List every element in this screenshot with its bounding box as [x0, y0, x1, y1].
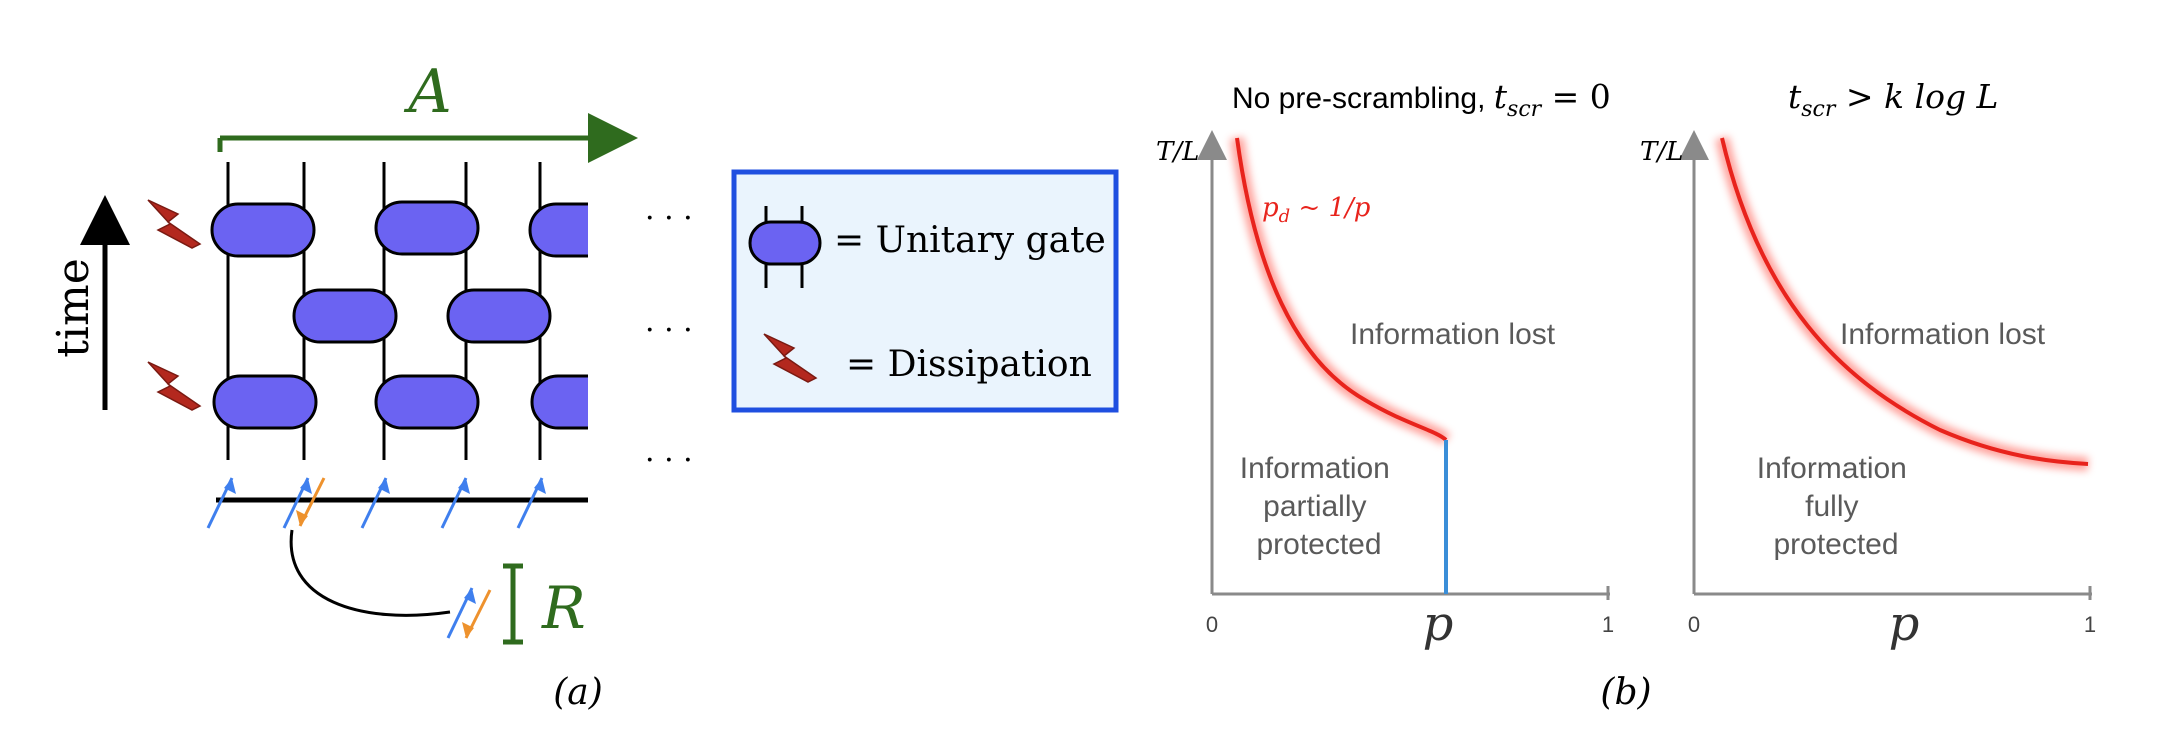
spin-up-arrow-icon: [282, 477, 312, 529]
circuit-gates: [210, 200, 588, 430]
x-tick-label-1: 1: [1602, 612, 1614, 637]
spin-up-arrow-icon: [360, 477, 390, 529]
unitary-gate: [212, 374, 318, 430]
qubit-spins: [206, 477, 546, 529]
region-protected-label: Information partially protected: [1240, 452, 1398, 561]
x-tick-label-1: 1: [2084, 612, 2096, 637]
unitary-gate: [374, 200, 480, 256]
x-tick-label-0: 0: [1688, 612, 1700, 637]
dissipation-bolt-icon: [147, 361, 202, 411]
subsystem-r-bracket: [503, 563, 523, 645]
plot-title-right: tscr > k log L: [1788, 77, 1998, 122]
time-label: time: [48, 258, 99, 358]
reference-spin-pair: [446, 587, 492, 639]
panel-a: A time · · · · · · · ·: [48, 57, 1119, 713]
subsystem-r-label: R: [541, 574, 586, 642]
unitary-gate: [292, 288, 398, 344]
unitary-gate: [530, 374, 588, 430]
unitary-gate: [528, 202, 588, 258]
critical-curve: [1235, 137, 1448, 442]
ellipsis: · · ·: [645, 313, 693, 348]
legend-dissipation-text: = Dissipation: [846, 344, 1092, 385]
phase-diagram-right: tscr > k log L T/L p 0 1 Information los…: [1640, 77, 2096, 652]
spin-up-arrow-icon: [516, 477, 546, 529]
y-axis-label: T/L: [1156, 137, 1199, 167]
dissipation-bolt-icon: [763, 333, 818, 383]
unitary-gate: [446, 288, 552, 344]
x-tick-label-0: 0: [1206, 612, 1218, 637]
unitary-gate: [374, 374, 480, 430]
spin-up-arrow-icon: [440, 477, 470, 529]
x-axis-label: p: [1889, 596, 1920, 652]
ellipsis: · · ·: [645, 201, 693, 236]
critical-curve-glow: [1230, 137, 1451, 446]
legend-gate-text: = Unitary gate: [834, 220, 1106, 261]
x-axis-label: p: [1423, 596, 1454, 652]
spin-up-arrow-icon: [206, 477, 236, 529]
curve-label: pd ~ 1/p: [1262, 193, 1371, 227]
critical-curve-glow: [1715, 136, 2089, 471]
dissipation-bolt-icon: [147, 199, 202, 249]
phase-diagram-left: No pre-scrambling, tscr = 0 T/L p 0 1 pd…: [1156, 77, 1614, 652]
spin-down-arrow-icon: [462, 589, 492, 639]
panel-b: No pre-scrambling, tscr = 0 T/L p 0 1 pd…: [1156, 77, 2096, 713]
spin-down-arrow-icon: [296, 477, 326, 527]
region-protected-label: Information fully protected: [1757, 452, 1915, 561]
spin-up-arrow-icon: [446, 587, 476, 639]
y-axis-label: T/L: [1640, 137, 1683, 167]
legend-box: = Unitary gate = Dissipation: [731, 169, 1119, 413]
subsystem-a-label: A: [403, 57, 451, 127]
subsystem-a-bracket: A: [217, 57, 638, 163]
unitary-gate-icon: [748, 206, 822, 288]
ellipsis: · · ·: [645, 443, 693, 478]
plot-title-left: No pre-scrambling, tscr = 0: [1232, 77, 1611, 122]
caption-b: (b): [1600, 672, 1651, 713]
entanglement-link-icon: [289, 529, 451, 617]
unitary-gate: [210, 202, 316, 258]
caption-a: (a): [553, 672, 603, 713]
region-lost-label: Information lost: [1840, 318, 2046, 351]
critical-curve: [1720, 137, 2089, 466]
region-lost-label: Information lost: [1350, 318, 1556, 351]
